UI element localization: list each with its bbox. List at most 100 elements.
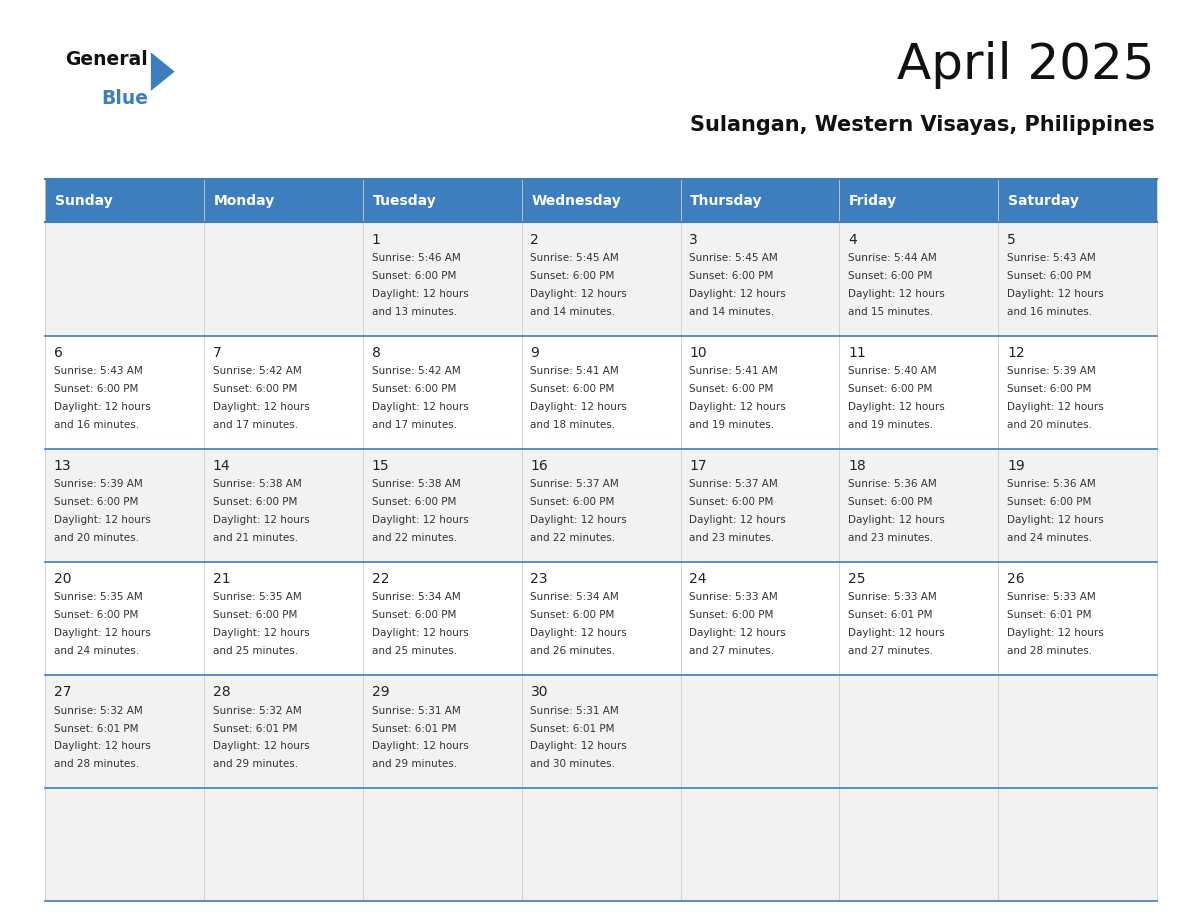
Text: 20: 20 <box>53 572 71 586</box>
Text: Sunset: 6:00 PM: Sunset: 6:00 PM <box>689 610 773 621</box>
Text: 9: 9 <box>530 346 539 360</box>
Text: Sunrise: 5:38 AM: Sunrise: 5:38 AM <box>213 479 302 489</box>
Text: Sunrise: 5:39 AM: Sunrise: 5:39 AM <box>1007 366 1095 376</box>
Text: Sunset: 6:00 PM: Sunset: 6:00 PM <box>848 384 933 394</box>
Text: and 25 minutes.: and 25 minutes. <box>372 646 456 656</box>
Text: Sunset: 6:00 PM: Sunset: 6:00 PM <box>1007 384 1092 394</box>
Text: 13: 13 <box>53 459 71 473</box>
Text: and 28 minutes.: and 28 minutes. <box>53 759 139 769</box>
Text: Daylight: 12 hours: Daylight: 12 hours <box>848 515 944 525</box>
Text: Sulangan, Western Visayas, Philippines: Sulangan, Western Visayas, Philippines <box>690 115 1155 135</box>
Text: and 16 minutes.: and 16 minutes. <box>1007 307 1092 317</box>
Text: Friday: Friday <box>849 194 897 207</box>
Text: and 18 minutes.: and 18 minutes. <box>530 420 615 430</box>
Text: Sunset: 6:01 PM: Sunset: 6:01 PM <box>213 723 297 733</box>
Text: 21: 21 <box>213 572 230 586</box>
Text: Sunrise: 5:46 AM: Sunrise: 5:46 AM <box>372 253 460 263</box>
Text: Sunset: 6:00 PM: Sunset: 6:00 PM <box>689 271 773 281</box>
Text: 4: 4 <box>848 232 857 247</box>
Text: Daylight: 12 hours: Daylight: 12 hours <box>848 402 944 412</box>
Text: Sunrise: 5:42 AM: Sunrise: 5:42 AM <box>213 366 302 376</box>
Text: and 22 minutes.: and 22 minutes. <box>372 533 456 543</box>
Text: Sunrise: 5:44 AM: Sunrise: 5:44 AM <box>848 253 937 263</box>
Text: Sunset: 6:00 PM: Sunset: 6:00 PM <box>530 271 615 281</box>
Text: Sunrise: 5:45 AM: Sunrise: 5:45 AM <box>689 253 778 263</box>
Text: 18: 18 <box>848 459 866 473</box>
Text: General: General <box>65 50 148 70</box>
Text: and 21 minutes.: and 21 minutes. <box>213 533 298 543</box>
Text: 12: 12 <box>1007 346 1024 360</box>
Text: and 26 minutes.: and 26 minutes. <box>530 646 615 656</box>
Text: Sunrise: 5:33 AM: Sunrise: 5:33 AM <box>848 592 937 602</box>
Text: Sunrise: 5:33 AM: Sunrise: 5:33 AM <box>689 592 778 602</box>
Text: Sunrise: 5:34 AM: Sunrise: 5:34 AM <box>530 592 619 602</box>
Text: Daylight: 12 hours: Daylight: 12 hours <box>372 515 468 525</box>
Text: Sunrise: 5:33 AM: Sunrise: 5:33 AM <box>1007 592 1095 602</box>
Text: 25: 25 <box>848 572 866 586</box>
Text: Sunrise: 5:31 AM: Sunrise: 5:31 AM <box>530 706 619 716</box>
Text: and 28 minutes.: and 28 minutes. <box>1007 646 1092 656</box>
Text: and 20 minutes.: and 20 minutes. <box>1007 420 1092 430</box>
Text: Sunset: 6:01 PM: Sunset: 6:01 PM <box>1007 610 1092 621</box>
Text: and 23 minutes.: and 23 minutes. <box>689 533 775 543</box>
Text: Sunset: 6:00 PM: Sunset: 6:00 PM <box>372 384 456 394</box>
Text: Sunset: 6:01 PM: Sunset: 6:01 PM <box>530 723 615 733</box>
Text: Blue: Blue <box>101 89 148 108</box>
Text: and 30 minutes.: and 30 minutes. <box>530 759 615 769</box>
Text: Daylight: 12 hours: Daylight: 12 hours <box>213 402 310 412</box>
Text: Sunset: 6:00 PM: Sunset: 6:00 PM <box>53 498 138 507</box>
Text: and 29 minutes.: and 29 minutes. <box>372 759 456 769</box>
Text: Sunset: 6:00 PM: Sunset: 6:00 PM <box>689 498 773 507</box>
Bar <box>45 675 1157 789</box>
Text: Daylight: 12 hours: Daylight: 12 hours <box>689 402 786 412</box>
Text: Daylight: 12 hours: Daylight: 12 hours <box>530 628 627 638</box>
Text: Daylight: 12 hours: Daylight: 12 hours <box>213 515 310 525</box>
Text: Daylight: 12 hours: Daylight: 12 hours <box>1007 402 1104 412</box>
Text: and 14 minutes.: and 14 minutes. <box>689 307 775 317</box>
Text: Sunset: 6:00 PM: Sunset: 6:00 PM <box>689 384 773 394</box>
Text: and 15 minutes.: and 15 minutes. <box>848 307 934 317</box>
Text: 23: 23 <box>530 572 548 586</box>
Bar <box>45 449 1157 562</box>
Text: and 23 minutes.: and 23 minutes. <box>848 533 934 543</box>
Text: 8: 8 <box>372 346 380 360</box>
Text: 22: 22 <box>372 572 390 586</box>
Text: Sunset: 6:00 PM: Sunset: 6:00 PM <box>213 498 297 507</box>
Text: and 17 minutes.: and 17 minutes. <box>213 420 298 430</box>
Text: Daylight: 12 hours: Daylight: 12 hours <box>372 628 468 638</box>
Text: Wednesday: Wednesday <box>531 194 621 207</box>
Text: Daylight: 12 hours: Daylight: 12 hours <box>53 742 151 752</box>
Text: Sunrise: 5:32 AM: Sunrise: 5:32 AM <box>53 706 143 716</box>
Bar <box>45 562 1157 675</box>
Text: and 17 minutes.: and 17 minutes. <box>372 420 456 430</box>
Bar <box>45 336 1157 449</box>
Text: Sunday: Sunday <box>55 194 113 207</box>
Text: Sunset: 6:00 PM: Sunset: 6:00 PM <box>1007 498 1092 507</box>
Text: and 27 minutes.: and 27 minutes. <box>689 646 775 656</box>
Text: and 29 minutes.: and 29 minutes. <box>213 759 298 769</box>
Text: 19: 19 <box>1007 459 1025 473</box>
Text: Sunset: 6:00 PM: Sunset: 6:00 PM <box>848 498 933 507</box>
Text: Sunset: 6:00 PM: Sunset: 6:00 PM <box>1007 271 1092 281</box>
Bar <box>45 789 1157 901</box>
Text: 11: 11 <box>848 346 866 360</box>
Text: Sunrise: 5:35 AM: Sunrise: 5:35 AM <box>53 592 143 602</box>
Text: Sunrise: 5:40 AM: Sunrise: 5:40 AM <box>848 366 937 376</box>
Text: Sunrise: 5:34 AM: Sunrise: 5:34 AM <box>372 592 460 602</box>
Text: Daylight: 12 hours: Daylight: 12 hours <box>372 742 468 752</box>
Text: 17: 17 <box>689 459 707 473</box>
Text: Tuesday: Tuesday <box>372 194 436 207</box>
Text: Daylight: 12 hours: Daylight: 12 hours <box>689 515 786 525</box>
Text: Daylight: 12 hours: Daylight: 12 hours <box>1007 288 1104 298</box>
Text: Sunset: 6:00 PM: Sunset: 6:00 PM <box>372 498 456 507</box>
Text: Sunset: 6:00 PM: Sunset: 6:00 PM <box>530 498 615 507</box>
Text: Daylight: 12 hours: Daylight: 12 hours <box>848 628 944 638</box>
Text: Daylight: 12 hours: Daylight: 12 hours <box>372 402 468 412</box>
Text: 2: 2 <box>530 232 539 247</box>
Text: 10: 10 <box>689 346 707 360</box>
Text: Daylight: 12 hours: Daylight: 12 hours <box>53 515 151 525</box>
Text: Sunrise: 5:36 AM: Sunrise: 5:36 AM <box>1007 479 1095 489</box>
Text: 24: 24 <box>689 572 707 586</box>
Text: and 27 minutes.: and 27 minutes. <box>848 646 934 656</box>
Text: 6: 6 <box>53 346 63 360</box>
